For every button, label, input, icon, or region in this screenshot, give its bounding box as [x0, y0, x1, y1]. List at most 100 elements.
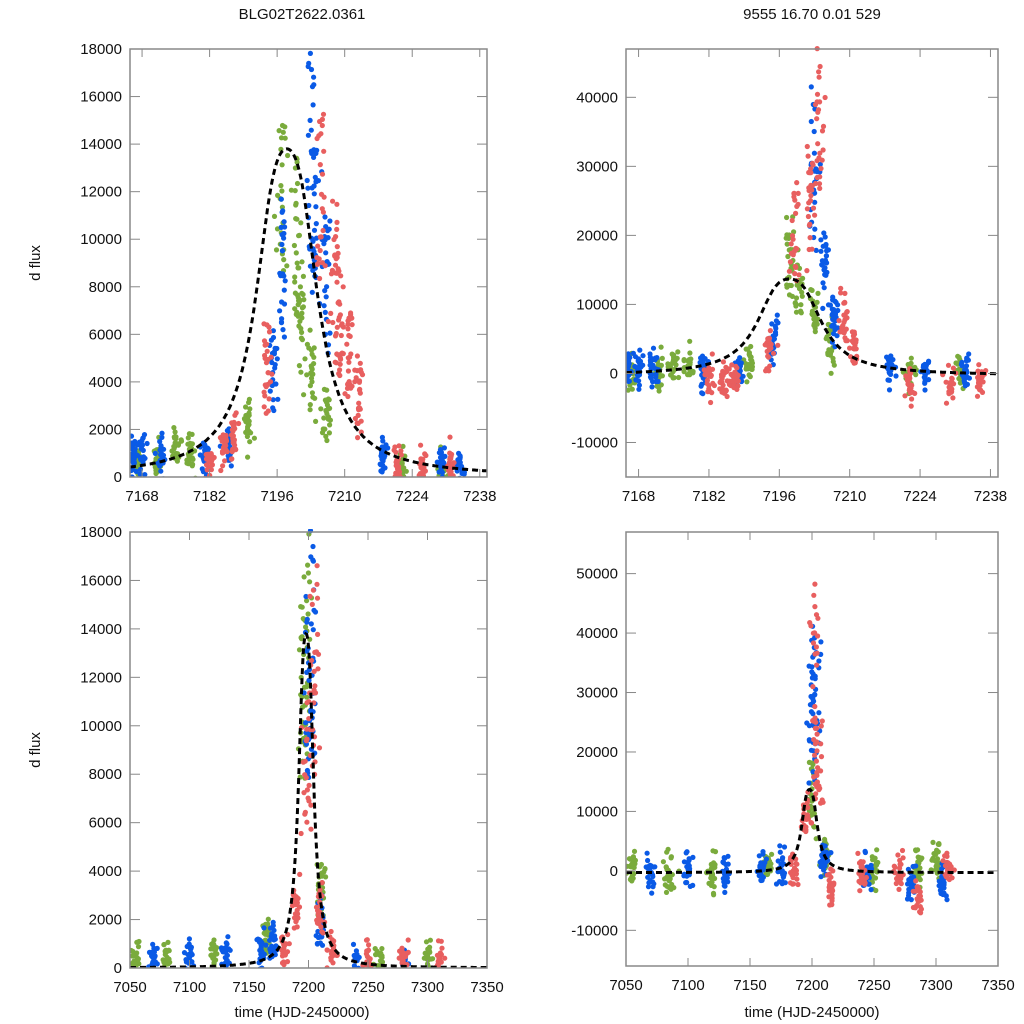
data-point — [395, 466, 402, 473]
data-point — [294, 309, 300, 315]
data-point — [671, 352, 677, 358]
data-point — [405, 949, 411, 956]
data-point — [808, 182, 814, 188]
data-point — [977, 383, 983, 389]
data-point — [906, 890, 912, 896]
y-tick-label: 8000 — [89, 279, 122, 296]
data-point — [353, 973, 358, 978]
data-point — [895, 852, 901, 858]
data-point — [268, 354, 274, 360]
data-point — [278, 135, 285, 141]
data-point — [131, 459, 137, 465]
data-point — [293, 919, 299, 925]
data-point — [380, 467, 386, 473]
y-tick-label: 50000 — [576, 566, 618, 583]
data-point — [816, 710, 822, 716]
data-point — [831, 362, 837, 368]
data-point — [649, 890, 655, 896]
data-point — [282, 224, 288, 230]
data-point — [874, 847, 880, 853]
y-tick-label: 16000 — [80, 89, 122, 106]
data-point — [353, 953, 359, 959]
data-point — [887, 360, 893, 366]
y-tick-label: 14000 — [80, 621, 122, 638]
data-point — [300, 759, 306, 765]
data-point — [855, 850, 861, 857]
x-tick-label: 7350 — [470, 979, 503, 996]
data-point — [809, 246, 815, 252]
data-point — [324, 437, 330, 444]
data-point — [246, 396, 252, 402]
data-point — [790, 236, 796, 242]
data-point — [278, 319, 285, 325]
data-point — [781, 870, 788, 876]
data-point — [356, 400, 362, 406]
x-tick-label: 7168 — [622, 488, 655, 505]
data-point — [809, 160, 816, 166]
data-point — [178, 438, 185, 444]
data-point — [315, 666, 321, 672]
data-point — [697, 359, 703, 366]
data-point — [324, 259, 330, 265]
data-point — [334, 226, 340, 232]
data-point — [908, 403, 914, 409]
ylabel-top: d flux — [27, 245, 44, 281]
data-point — [355, 435, 361, 441]
data-point — [815, 765, 821, 771]
data-point — [951, 381, 957, 387]
data-point — [279, 162, 285, 168]
data-point — [810, 684, 816, 690]
data-point — [821, 867, 827, 873]
data-point — [711, 884, 717, 890]
data-point — [944, 853, 950, 860]
x-tick-label: 7100 — [173, 979, 206, 996]
y-tick-label: 40000 — [576, 89, 618, 106]
data-point — [644, 850, 650, 856]
data-point — [319, 929, 325, 935]
data-point — [648, 375, 654, 381]
data-point — [304, 700, 310, 706]
data-point — [278, 196, 284, 202]
data-point — [304, 598, 310, 604]
data-point — [164, 948, 170, 955]
data-point — [306, 677, 312, 684]
data-point — [281, 230, 287, 237]
data-point — [298, 369, 304, 375]
data-point — [262, 342, 268, 348]
data-point — [812, 329, 818, 335]
data-point — [278, 183, 284, 189]
data-point — [796, 286, 803, 292]
data-point — [747, 353, 753, 360]
data-point — [847, 345, 853, 351]
data-point — [289, 903, 296, 909]
data-point — [335, 352, 341, 358]
data-point — [851, 329, 857, 335]
data-point — [813, 758, 820, 764]
data-point — [398, 452, 404, 458]
data-point — [940, 858, 946, 864]
data-point — [204, 467, 210, 473]
data-point — [812, 212, 818, 218]
data-point — [626, 378, 632, 384]
data-point — [332, 262, 339, 268]
data-point — [777, 849, 783, 855]
data-point — [815, 141, 821, 147]
data-point — [815, 107, 822, 113]
data-point — [319, 206, 325, 212]
data-point — [722, 889, 728, 896]
data-point — [203, 478, 208, 483]
data-point — [459, 477, 464, 482]
data-point — [418, 442, 424, 448]
data-point — [295, 911, 301, 917]
data-point — [311, 687, 317, 693]
data-point — [774, 312, 780, 318]
data-point — [819, 718, 825, 724]
data-point — [683, 850, 689, 856]
data-point — [261, 951, 267, 957]
data-point — [749, 364, 756, 370]
data-point — [267, 937, 273, 943]
data-point — [886, 387, 893, 393]
data-point — [816, 658, 822, 664]
data-point — [299, 305, 305, 311]
